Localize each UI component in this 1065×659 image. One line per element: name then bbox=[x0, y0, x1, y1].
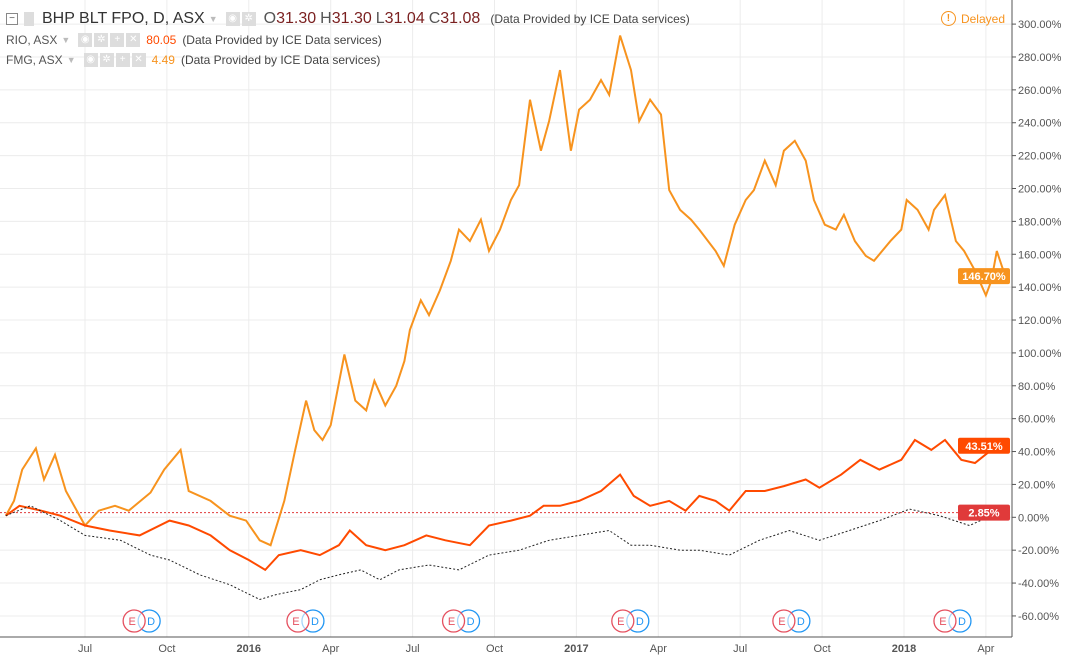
compare-value: 4.49 bbox=[151, 53, 175, 67]
warning-icon: ! bbox=[940, 11, 956, 26]
earnings-marker bbox=[933, 609, 957, 633]
y-tick-label: 260.00% bbox=[1018, 85, 1062, 97]
eye-icon[interactable]: ◉ bbox=[78, 33, 93, 47]
y-tick-label: 120.00% bbox=[1018, 315, 1062, 327]
x-tick-label: Jul bbox=[78, 643, 92, 655]
provider-text: (Data Provided by ICE Data services) bbox=[180, 53, 381, 67]
x-tick-label: 2018 bbox=[892, 643, 916, 655]
eye-icon[interactable]: ◉ bbox=[83, 53, 98, 67]
legend-compare-rio: RIO, ASX ▼ ◉ ✲ + ✕ 80.05 (Data Provided by … bbox=[6, 30, 690, 50]
y-tick-label: 300.00% bbox=[1018, 19, 1062, 31]
plus-icon[interactable]: + bbox=[115, 53, 130, 67]
earnings-label: E bbox=[448, 616, 455, 628]
provider-text: (Data Provided by ICE Data services) bbox=[182, 33, 382, 47]
delayed-badge[interactable]: ! Delayed bbox=[940, 11, 1005, 26]
earnings-marker bbox=[611, 609, 635, 633]
series-line-bhp-blt-fpo bbox=[5, 505, 1006, 601]
y-tick-label: 80.00% bbox=[1018, 381, 1056, 393]
earnings-label: E bbox=[939, 616, 946, 628]
y-tick-label: 100.00% bbox=[1018, 348, 1062, 360]
dividend-label: D bbox=[147, 616, 155, 628]
dividend-label: D bbox=[797, 616, 805, 628]
close-icon[interactable]: ✕ bbox=[126, 33, 141, 47]
x-tick-label: Jul bbox=[733, 643, 747, 655]
delayed-text: Delayed bbox=[960, 11, 1005, 26]
x-tick-label: Apr bbox=[977, 643, 994, 655]
x-tick-label: Oct bbox=[158, 643, 175, 655]
ohlc-low: L31.04 bbox=[375, 10, 425, 27]
provider-text: (Data Provided by ICE Data services) bbox=[490, 12, 690, 26]
price-label: 146.70% bbox=[962, 271, 1006, 283]
legend-main-row: − BHP BLT FPO, D, ASX ▼ ◉ ✲ O31.30 H31.3… bbox=[6, 8, 690, 30]
y-tick-label: -40.00% bbox=[1018, 578, 1059, 590]
chevron-down-icon[interactable]: ▼ bbox=[61, 35, 71, 45]
collapse-icon[interactable]: − bbox=[6, 13, 18, 25]
y-tick-label: 280.00% bbox=[1018, 52, 1062, 64]
earnings-marker bbox=[122, 609, 146, 633]
dividend-label: D bbox=[311, 616, 319, 628]
earnings-label: E bbox=[617, 616, 624, 628]
compare-symbol[interactable]: RIO, ASX bbox=[6, 33, 58, 47]
y-tick-label: 60.00% bbox=[1018, 414, 1056, 426]
x-tick-label: Apr bbox=[322, 643, 339, 655]
y-tick-label: 180.00% bbox=[1018, 216, 1062, 228]
y-tick-label: -60.00% bbox=[1018, 611, 1059, 623]
y-tick-label: 140.00% bbox=[1018, 282, 1062, 294]
x-tick-label: 2017 bbox=[564, 643, 588, 655]
gear-icon[interactable]: ✲ bbox=[241, 12, 256, 26]
series-line-fmg bbox=[4, 35, 1006, 547]
eye-icon[interactable]: ◉ bbox=[225, 12, 240, 26]
x-tick-label: Apr bbox=[650, 643, 667, 655]
gear-icon[interactable]: ✲ bbox=[99, 53, 114, 67]
dividend-label: D bbox=[958, 616, 966, 628]
x-tick-label: 2016 bbox=[237, 643, 261, 655]
chevron-down-icon[interactable]: ▼ bbox=[208, 14, 218, 24]
price-label-bg bbox=[958, 268, 1010, 285]
price-label-bg bbox=[958, 504, 1010, 521]
series-line-rio bbox=[5, 438, 1006, 572]
y-tick-label: 200.00% bbox=[1018, 184, 1062, 196]
y-tick-label: 20.00% bbox=[1018, 479, 1056, 491]
legend: − BHP BLT FPO, D, ASX ▼ ◉ ✲ O31.30 H31.3… bbox=[6, 8, 690, 70]
plus-icon[interactable]: + bbox=[110, 33, 125, 47]
compare-symbol[interactable]: FMG, ASX bbox=[6, 53, 63, 67]
main-symbol[interactable]: BHP BLT FPO, D, ASX bbox=[42, 10, 205, 27]
y-tick-label: 0.00% bbox=[1018, 512, 1049, 524]
earnings-label: E bbox=[292, 616, 299, 628]
ohlc-high: H31.30 bbox=[320, 10, 372, 27]
x-tick-label: Oct bbox=[486, 643, 503, 655]
dividend-label: D bbox=[636, 616, 644, 628]
chevron-down-icon[interactable]: ▼ bbox=[66, 55, 76, 65]
y-tick-label: 220.00% bbox=[1018, 151, 1062, 163]
earnings-label: E bbox=[778, 616, 785, 628]
close-icon[interactable]: ✕ bbox=[131, 53, 146, 67]
earnings-marker bbox=[286, 609, 310, 633]
dividend-label: D bbox=[467, 616, 475, 628]
ohlc-open: O31.30 bbox=[263, 10, 317, 27]
earnings-marker bbox=[441, 609, 466, 633]
y-tick-label: 240.00% bbox=[1018, 118, 1062, 130]
legend-compare-fmg: FMG, ASX ▼ ◉ ✲ + ✕ 4.49 (Data Provided by I… bbox=[6, 50, 690, 70]
flag-icon[interactable] bbox=[24, 12, 34, 26]
compare-value: 80.05 bbox=[146, 33, 177, 47]
earnings-marker bbox=[772, 609, 796, 633]
y-tick-label: 40.00% bbox=[1018, 447, 1056, 459]
earnings-label: E bbox=[128, 616, 135, 628]
x-tick-label: Oct bbox=[814, 643, 831, 655]
y-tick-label: -20.00% bbox=[1018, 545, 1059, 557]
gear-icon[interactable]: ✲ bbox=[94, 33, 109, 47]
price-label: 2.85% bbox=[968, 508, 999, 520]
price-label: 43.51% bbox=[965, 441, 1003, 453]
ohlc-close: C31.08 bbox=[428, 10, 481, 27]
y-tick-label: 160.00% bbox=[1018, 249, 1062, 261]
price-label-bg bbox=[958, 437, 1010, 454]
x-tick-label: Jul bbox=[406, 643, 420, 655]
